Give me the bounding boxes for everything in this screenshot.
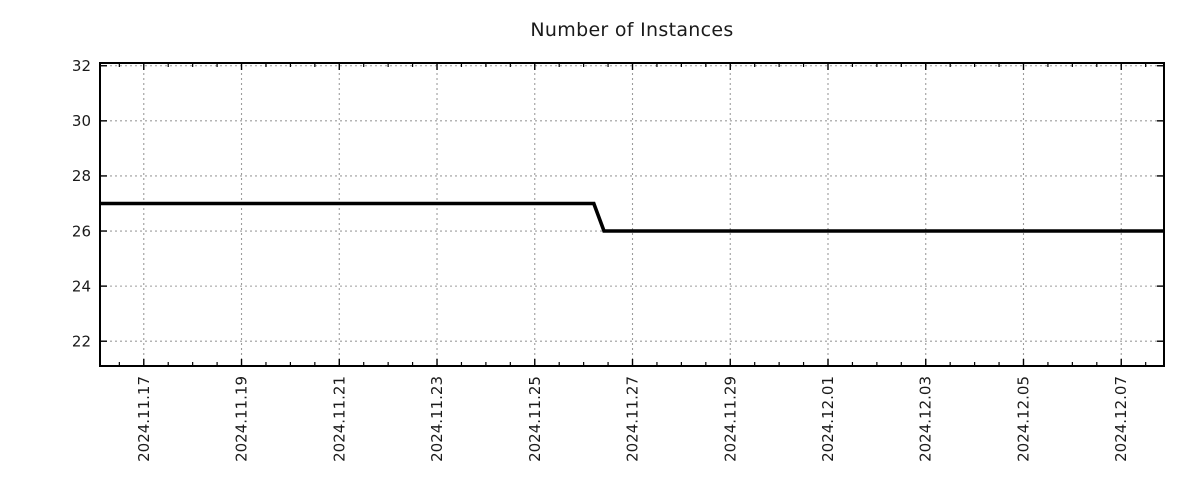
y-tick-label: 30 bbox=[72, 112, 91, 130]
y-tick-label: 22 bbox=[72, 332, 91, 350]
grid-lines bbox=[100, 63, 1164, 366]
y-tick-labels: 22 24 26 28 30 32 bbox=[72, 57, 91, 350]
tick-marks bbox=[100, 63, 1164, 366]
x-tick-label: 2024.11.21 bbox=[330, 376, 348, 462]
y-tick-label: 32 bbox=[72, 57, 91, 75]
x-tick-label: 2024.11.19 bbox=[233, 376, 251, 462]
y-tick-label: 26 bbox=[72, 222, 91, 240]
instances-line-series bbox=[100, 201, 1164, 233]
x-tick-label: 2024.12.03 bbox=[917, 376, 935, 462]
x-tick-label: 2024.11.25 bbox=[526, 376, 544, 462]
x-tick-label: 2024.12.01 bbox=[819, 376, 837, 462]
x-tick-label: 2024.11.29 bbox=[721, 376, 739, 462]
chart-title: Number of Instances bbox=[530, 19, 734, 41]
x-tick-labels: 2024.11.17 2024.11.19 2024.11.21 2024.11.23… bbox=[135, 376, 1130, 462]
y-tick-label: 28 bbox=[72, 167, 91, 185]
y-tick-label: 24 bbox=[72, 277, 91, 295]
x-tick-label: 2024.11.23 bbox=[428, 376, 446, 462]
x-tick-label: 2024.11.27 bbox=[624, 376, 642, 462]
x-tick-label: 2024.11.17 bbox=[135, 376, 153, 462]
x-tick-label: 2024.12.07 bbox=[1112, 376, 1130, 462]
x-tick-label: 2024.12.05 bbox=[1014, 376, 1032, 462]
